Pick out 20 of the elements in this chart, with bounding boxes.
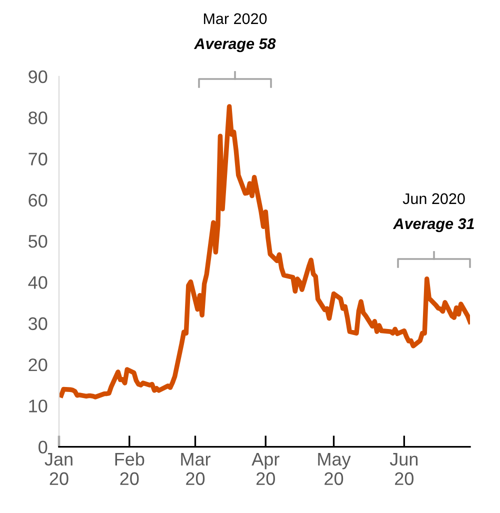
y-tick-label: 60 — [28, 194, 48, 207]
y-tick-label: 70 — [28, 152, 48, 166]
annotation: Average 31 — [392, 218, 474, 232]
x-tick-label: Jan 20 — [44, 453, 72, 486]
y-tick-label: 10 — [29, 400, 48, 412]
x-tick-label: Jun 20 — [390, 453, 418, 486]
y-tick-label: 30 — [28, 317, 48, 330]
text: Mar 2020 — [204, 13, 267, 24]
y-tick-label: 0 — [38, 440, 48, 454]
y-tick-label: 20 — [28, 358, 48, 372]
y-tick-label: 80 — [28, 112, 48, 124]
annotation: Jun 2020 — [402, 193, 465, 204]
x-tick-label: Apr 20 — [252, 453, 280, 486]
text: Average 58 — [194, 38, 276, 52]
y-tick-label: 90 — [28, 70, 48, 84]
y-tick-label: 40 — [28, 276, 48, 289]
x-tick-label: Feb 20 — [115, 452, 144, 486]
y-tick-label: 50 — [28, 234, 48, 248]
x-tick-label: Mar 20 — [181, 453, 210, 486]
x-tick-label: May 20 — [318, 453, 351, 486]
